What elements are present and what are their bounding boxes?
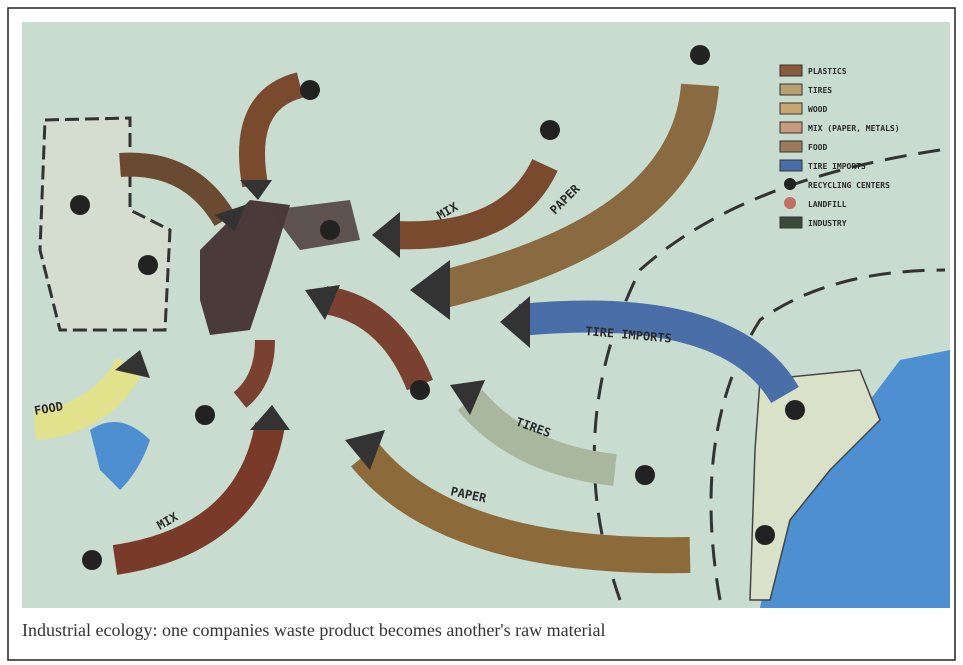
center-mark: [635, 465, 655, 485]
center-mark: [540, 120, 560, 140]
center-mark: [755, 525, 775, 545]
legend-swatch: [780, 65, 802, 76]
center-mark: [82, 550, 102, 570]
legend-label: FOOD: [808, 143, 827, 152]
legend-label: INDUSTRY: [808, 219, 847, 228]
legend-swatch: [780, 141, 802, 152]
legend-label: TIRES: [808, 86, 832, 95]
legend-swatch: [780, 84, 802, 95]
illustration: PAPER MIX TIRE IMPORTS TIRES PAPER MIX F…: [0, 0, 963, 665]
page: PAPER MIX TIRE IMPORTS TIRES PAPER MIX F…: [0, 0, 963, 665]
caption: Industrial ecology: one companies waste …: [22, 620, 606, 641]
center-mark: [300, 80, 320, 100]
legend-swatch: [780, 217, 802, 228]
legend-label: LANDFILL: [808, 200, 847, 209]
center-mark: [690, 45, 710, 65]
legend-label: RECYCLING CENTERS: [808, 181, 890, 190]
legend-swatch: [780, 122, 802, 133]
center-mark: [785, 400, 805, 420]
legend-label: WOOD: [808, 105, 827, 114]
center-mark: [70, 195, 90, 215]
center-mark: [138, 255, 158, 275]
legend-swatch: [780, 103, 802, 114]
legend-swatch: [780, 160, 802, 171]
legend-label: MIX (PAPER, METALS): [808, 124, 900, 133]
legend-label: PLASTICS: [808, 67, 847, 76]
legend-swatch: [784, 178, 796, 190]
center-mark: [410, 380, 430, 400]
center-mark: [195, 405, 215, 425]
center-mark: [320, 220, 340, 240]
legend-swatch: [784, 197, 796, 209]
legend-label: TIRE IMPORTS: [808, 162, 866, 171]
